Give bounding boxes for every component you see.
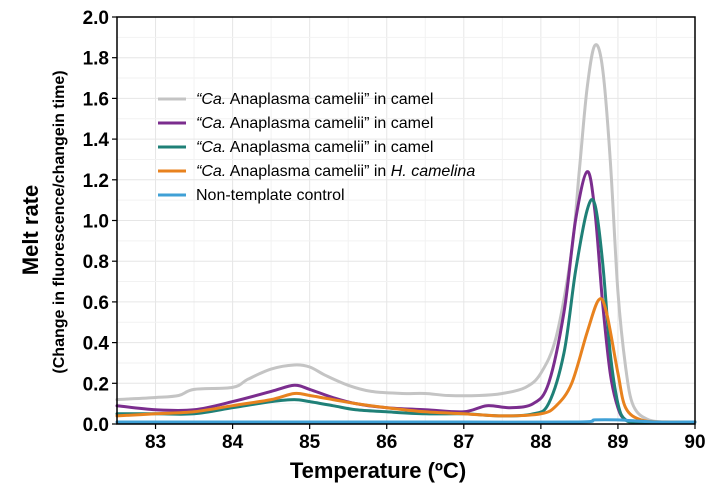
y-tick-label: 0.4 bbox=[83, 334, 110, 355]
legend-item-4: “Ca. Anaplasma camelii” in H. camelina bbox=[158, 163, 475, 180]
series-line-4 bbox=[115, 297, 697, 424]
legend-label: “Ca. Anaplasma camelii” in H. camelina bbox=[196, 163, 475, 180]
series-line-1 bbox=[115, 43, 697, 424]
series-layer bbox=[115, 43, 697, 424]
y-tick-label: 0.8 bbox=[83, 252, 109, 273]
legend-label: Non-template control bbox=[196, 187, 345, 204]
y-tick-label: 0.6 bbox=[83, 293, 109, 314]
legend-item-3: “Ca. Anaplasma camelii” in camel bbox=[158, 139, 433, 156]
y-tick-label: 1.4 bbox=[83, 130, 110, 151]
x-axis-ticks: 83 84 85 86 87 88 89 90 bbox=[145, 424, 706, 453]
x-tick-label: 84 bbox=[222, 432, 244, 453]
legend-label: “Ca. Anaplasma camelii” in camel bbox=[196, 91, 433, 108]
series-line-2 bbox=[115, 170, 697, 424]
x-tick-label: 89 bbox=[607, 432, 628, 453]
series-line-5 bbox=[115, 418, 697, 424]
y-tick-label: 0.2 bbox=[83, 374, 109, 395]
y-tick-label: 2.0 bbox=[83, 8, 109, 29]
legend-label: “Ca. Anaplasma camelii” in camel bbox=[196, 115, 433, 132]
y-tick-label: 1.2 bbox=[83, 171, 109, 192]
y-tick-label: 1.8 bbox=[83, 49, 109, 70]
legend-label: “Ca. Anaplasma camelii” in camel bbox=[196, 139, 433, 156]
x-tick-label: 85 bbox=[299, 432, 321, 453]
x-tick-label: 87 bbox=[453, 432, 474, 453]
legend-item-2: “Ca. Anaplasma camelii” in camel bbox=[158, 115, 433, 132]
legend-item-1: “Ca. Anaplasma camelii” in camel bbox=[158, 91, 433, 108]
y-axis-title: Melt rate bbox=[18, 185, 43, 275]
legend: “Ca. Anaplasma camelii” in camel “Ca. Ana… bbox=[158, 91, 475, 204]
y-tick-label: 1.0 bbox=[83, 212, 109, 233]
legend-item-5: Non-template control bbox=[158, 187, 345, 204]
x-tick-label: 90 bbox=[684, 432, 705, 453]
x-tick-label: 86 bbox=[376, 432, 397, 453]
y-tick-label: 1.6 bbox=[83, 89, 109, 110]
x-tick-label: 88 bbox=[530, 432, 551, 453]
y-axis-subtitle: (Change in fluorescence/changein time) bbox=[51, 70, 68, 373]
x-tick-label: 83 bbox=[145, 432, 166, 453]
y-axis-ticks: 0.0 0.2 0.4 0.6 0.8 1.0 1.2 1.4 1.6 1.8 2.0 bbox=[83, 8, 117, 436]
y-tick-label: 0.0 bbox=[83, 415, 109, 436]
x-axis-title: Temperature (ºC) bbox=[290, 458, 466, 483]
